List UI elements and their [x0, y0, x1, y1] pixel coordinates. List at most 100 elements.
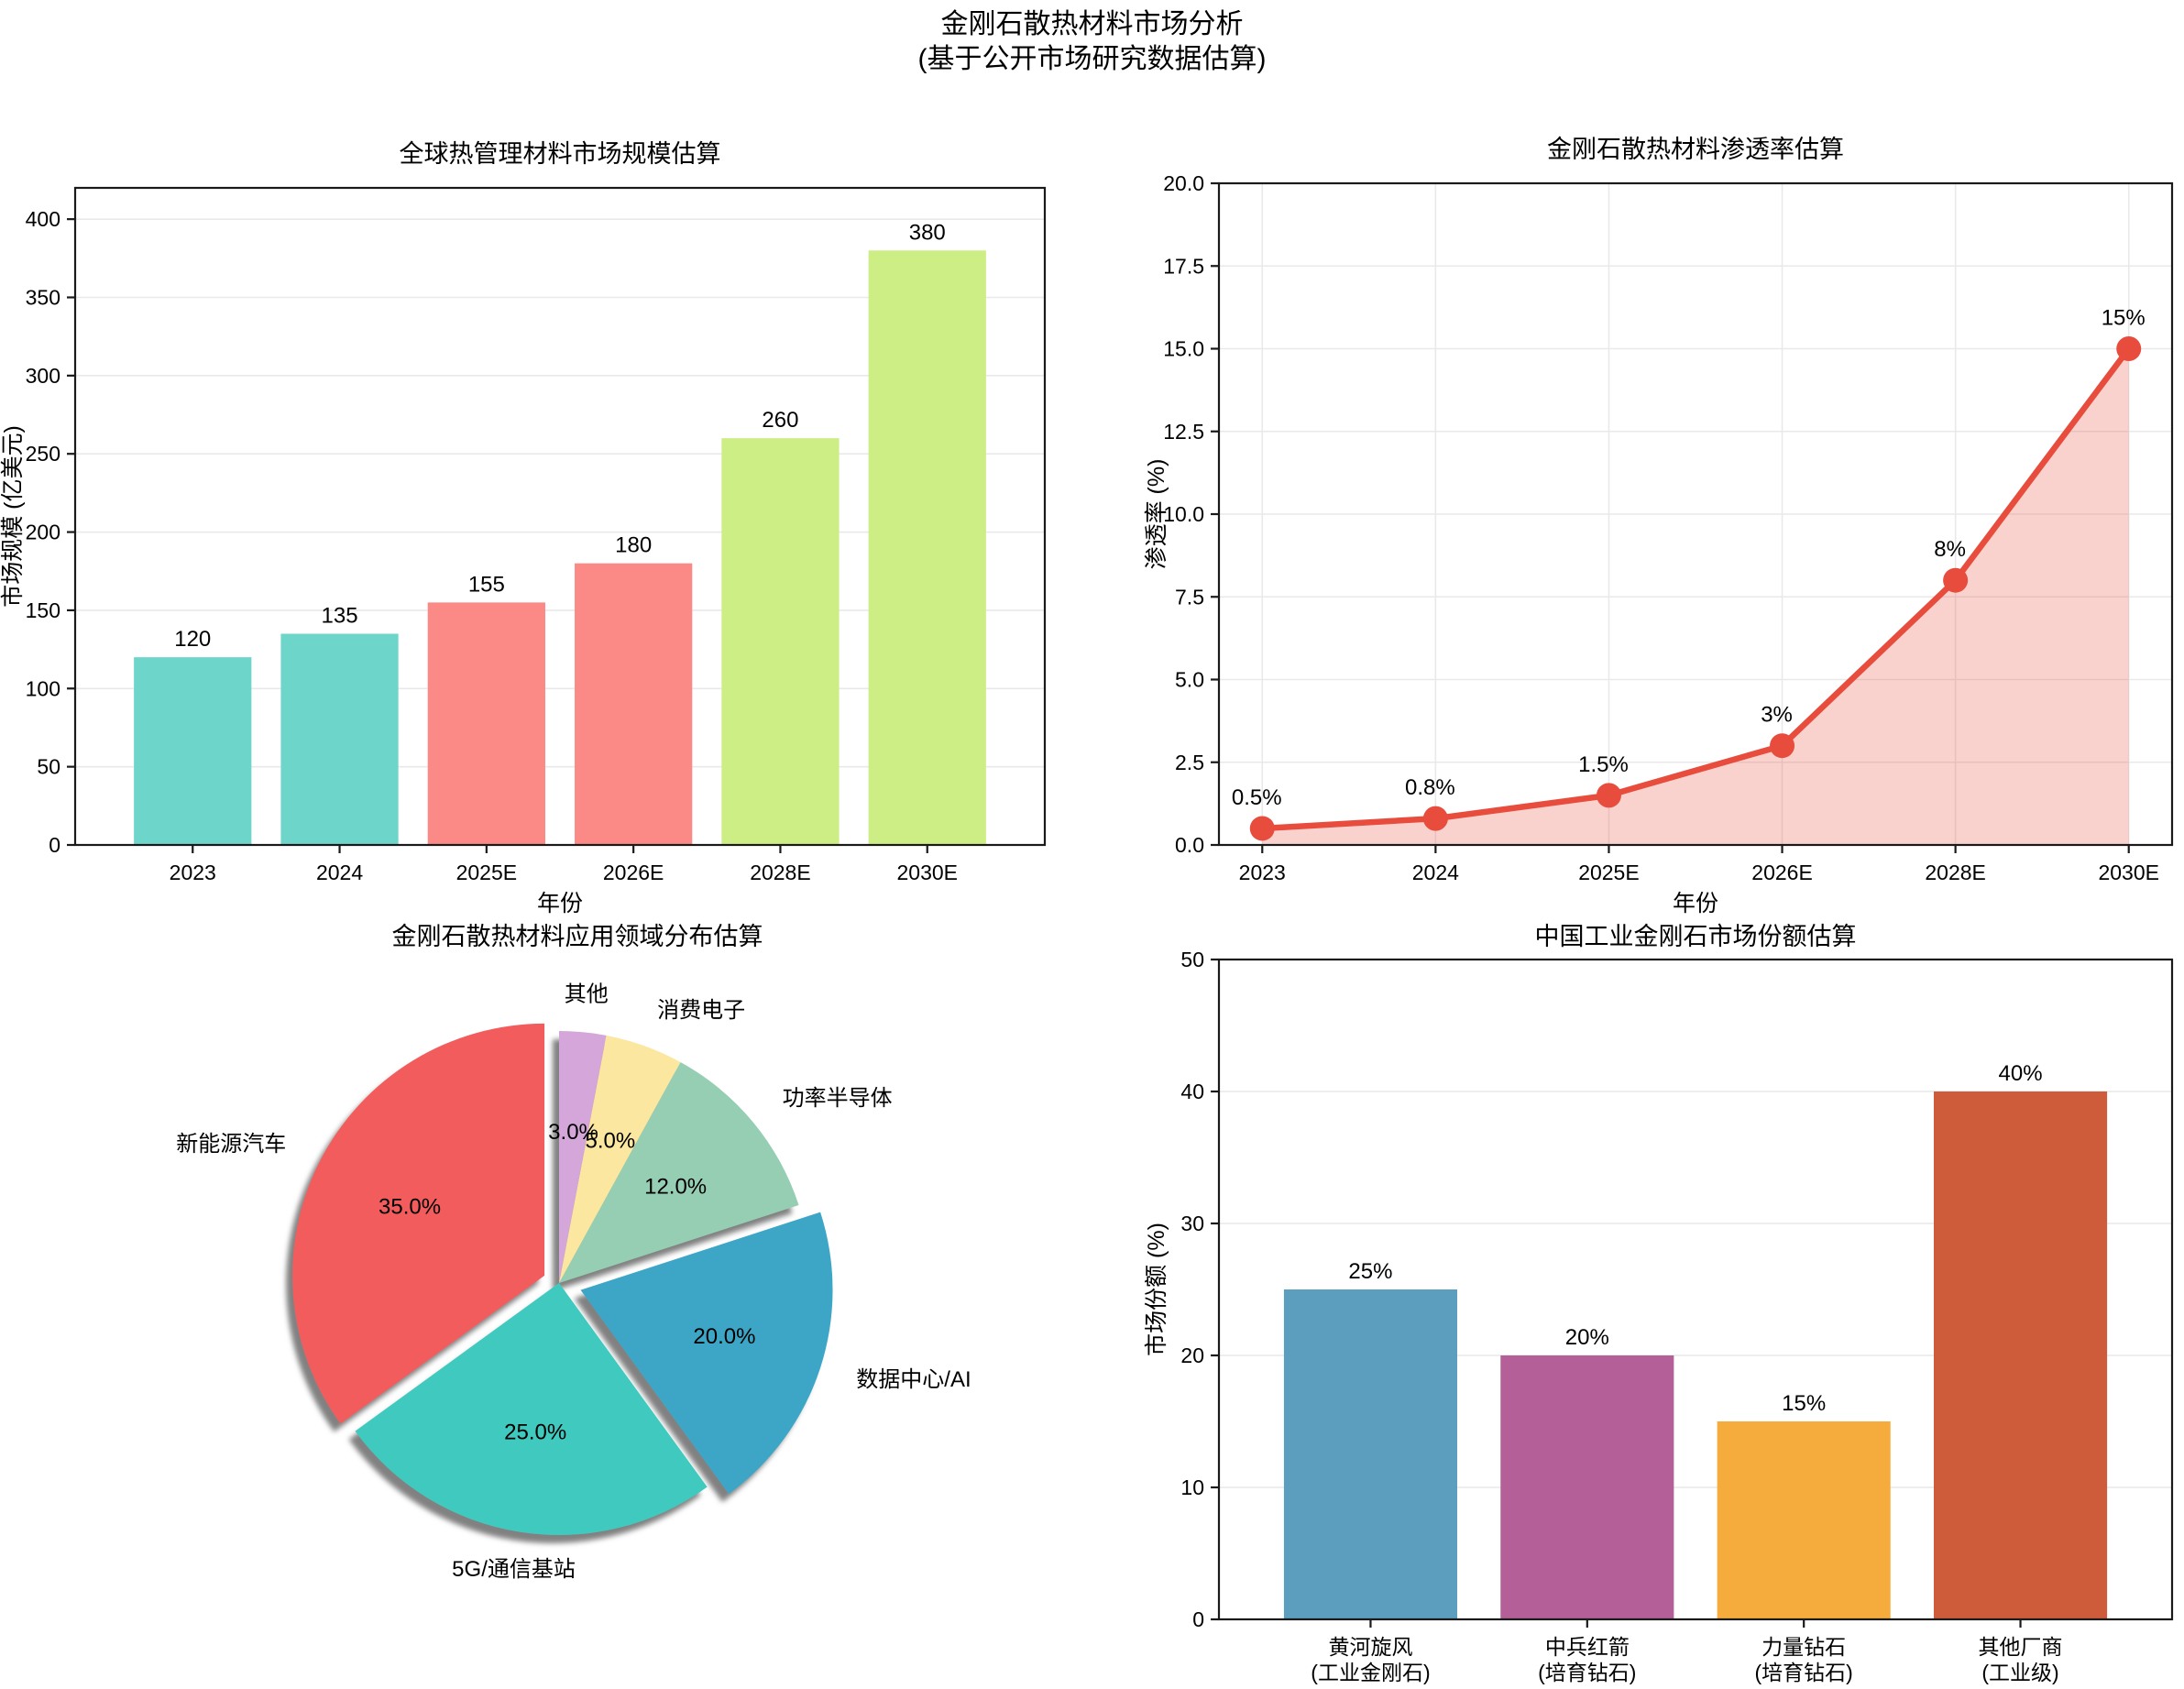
data-point-2023	[1249, 816, 1275, 841]
pie-slice-5G/通信基站	[355, 1283, 708, 1535]
data-point-2025E	[1596, 783, 1621, 808]
chart-penetration-rate: 0.0 2.5 5.0 7.5 10.0 12.5 15.0 17.5 20.0 0.5% 2023…	[1144, 171, 2174, 916]
ytick-label: 17.5	[1163, 254, 1204, 278]
pie-label: 5G/通信基站	[452, 1557, 576, 1582]
pie-label: 数据中心/AI	[856, 1367, 971, 1392]
ytick-label: 15.0	[1163, 337, 1204, 361]
bar-value-label: 25%	[1348, 1259, 1392, 1284]
ytick-label: 12.5	[1163, 420, 1204, 444]
ytick-label: 200	[26, 521, 60, 544]
bar-value-label: 120	[174, 627, 211, 652]
xtick-label: 2023	[170, 861, 216, 884]
pie-pct-label: 25.0%	[504, 1420, 566, 1444]
area-fill	[1262, 348, 2129, 845]
bar-2025E	[427, 602, 545, 845]
bar-力量钻石	[1717, 1421, 1891, 1619]
data-point-2028E	[1943, 567, 1969, 593]
ytick-label: 150	[26, 598, 60, 622]
xtick-label: 2028E	[750, 861, 811, 884]
xtick-label: 2026E	[1751, 861, 1813, 884]
xtick-label: 力量钻石	[1761, 1635, 1846, 1659]
x-axis-label: 年份	[537, 891, 583, 916]
ytick-label: 2.5	[1175, 751, 1204, 774]
xtick-label: 2023	[1239, 861, 1286, 884]
ytick-label: 10.0	[1163, 502, 1204, 526]
bar-中兵红箭	[1500, 1355, 1674, 1619]
ytick-label: 7.5	[1175, 585, 1204, 609]
chart-china-market-share: 0102030405025%黄河旋风(工业金刚石)20%中兵红箭(培育钻石)15…	[1144, 948, 2174, 1684]
axes-frame	[1217, 181, 2174, 847]
y-axis-label: 市场规模 (亿美元)	[0, 425, 26, 608]
pie-slice-数据中心/AI	[580, 1212, 833, 1495]
chart-title-application-distribution: 金刚石散热材料应用领域分布估算	[391, 923, 763, 950]
axes-frame	[73, 186, 1047, 847]
pie-label: 功率半导体	[783, 1086, 893, 1111]
xtick-label: 黄河旋风	[1328, 1635, 1412, 1659]
pie-slice-新能源汽车	[292, 1023, 545, 1424]
page-title: 金刚石散热材料市场分析 (基于公开市场研究数据估算)	[0, 7, 2184, 77]
xtick-label: (工业级)	[1981, 1661, 2058, 1684]
chart-title-penetration-rate: 金刚石散热材料渗透率估算	[1547, 136, 1844, 163]
pie-slice-功率半导体	[559, 1062, 799, 1283]
ytick-label: 400	[26, 207, 60, 231]
xtick-label: 2025E	[456, 861, 518, 884]
x-axis-label: 年份	[1673, 891, 1718, 916]
page-title-line2: (基于公开市场研究数据估算)	[917, 44, 1267, 74]
bar-其他厂商	[1934, 1091, 2108, 1619]
bar-2026E	[575, 563, 693, 845]
ytick-label: 20	[1180, 1344, 1204, 1367]
pie-pct-label: 3.0%	[548, 1120, 598, 1145]
bar-value-label: 260	[762, 408, 798, 433]
bar-value-label: 15%	[1782, 1391, 1826, 1416]
xtick-label: 中兵红箭	[1545, 1635, 1630, 1659]
bar-2024	[280, 633, 399, 845]
ytick-label: 40	[1180, 1080, 1204, 1103]
ytick-label: 20.0	[1163, 171, 1204, 195]
bar-value-label: 135	[322, 604, 358, 629]
pie-pct-label: 5.0%	[586, 1128, 636, 1153]
y-axis-label: 市场份额 (%)	[1144, 1223, 1169, 1356]
bar-value-label: 380	[909, 220, 946, 245]
point-value-label: 8%	[1934, 537, 1966, 562]
pie-slice-其他	[559, 1031, 607, 1283]
bar-value-label: 20%	[1565, 1325, 1609, 1350]
bar-2030E	[868, 250, 986, 845]
ytick-label: 350	[26, 286, 60, 310]
point-value-label: 0.8%	[1405, 775, 1455, 800]
ytick-label: 50	[37, 755, 60, 779]
point-value-label: 1.5%	[1578, 752, 1629, 777]
bar-value-label: 155	[468, 572, 505, 597]
data-point-2026E	[1770, 733, 1795, 759]
xtick-label: 2026E	[603, 861, 664, 884]
xtick-label: 2030E	[2098, 861, 2159, 884]
bar-2028E	[721, 438, 840, 845]
data-point-2024	[1422, 806, 1448, 831]
point-value-label: 3%	[1761, 703, 1793, 728]
ytick-label: 0	[1192, 1607, 1204, 1631]
ytick-label: 30	[1180, 1212, 1204, 1235]
pie-pct-label: 35.0%	[379, 1194, 441, 1219]
ytick-label: 50	[1180, 948, 1204, 971]
bar-黄河旋风	[1283, 1289, 1457, 1619]
chart-title-global-thermal-market: 全球热管理材料市场规模估算	[399, 140, 721, 168]
axes-frame	[1217, 958, 2174, 1621]
xtick-label: (培育钻石)	[1755, 1661, 1853, 1684]
point-value-label: 0.5%	[1232, 785, 1282, 810]
ytick-label: 0	[49, 833, 60, 857]
pie-label: 其他	[565, 982, 609, 1007]
xtick-label: 2028E	[1925, 861, 1986, 884]
xtick-label: 2024	[1412, 861, 1459, 884]
ytick-label: 100	[26, 676, 60, 700]
ytick-label: 10	[1180, 1475, 1204, 1499]
pie-pct-label: 20.0%	[693, 1324, 755, 1349]
pie-label: 新能源汽车	[176, 1132, 286, 1157]
data-point-2030E	[2116, 336, 2142, 361]
xtick-label: 2025E	[1578, 861, 1640, 884]
chart-application-distribution	[292, 1023, 833, 1535]
pie-label: 消费电子	[657, 998, 745, 1023]
page-title-line1: 金刚石散热材料市场分析	[940, 9, 1244, 39]
bar-value-label: 40%	[1999, 1061, 2043, 1086]
ytick-label: 300	[26, 364, 60, 388]
pie-pct-label: 12.0%	[644, 1174, 707, 1199]
